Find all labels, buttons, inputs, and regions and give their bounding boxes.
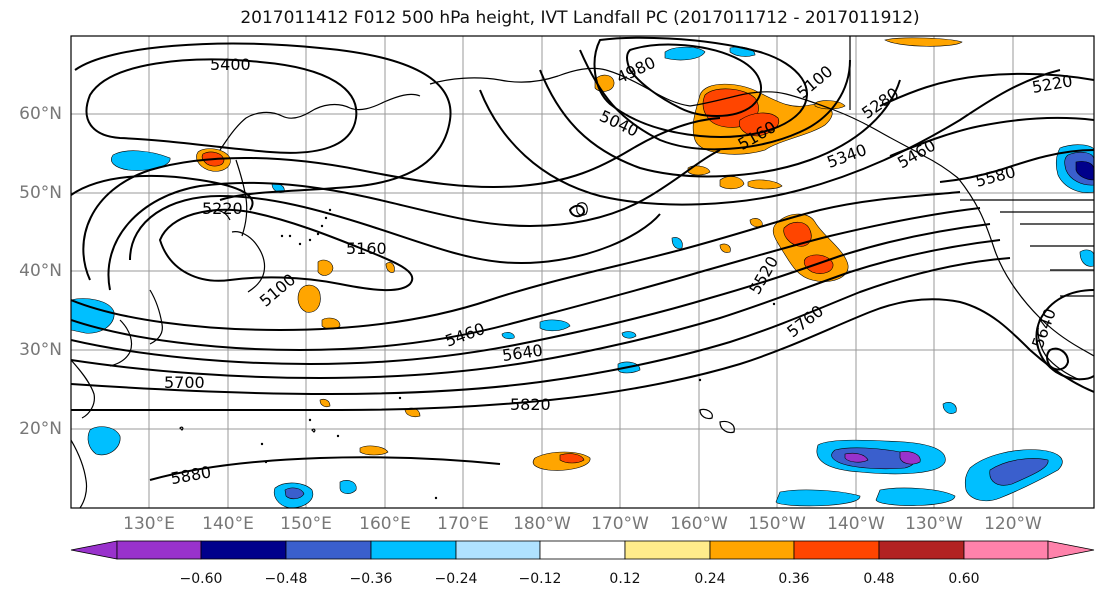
lat-label: 50°N xyxy=(19,183,62,203)
colorbar-tick-label: 0.60 xyxy=(948,571,980,587)
colorbar-max-extend xyxy=(1047,540,1095,560)
lat-label: 60°N xyxy=(19,104,62,124)
contour-label: 5400 xyxy=(210,55,251,74)
colorbar-tick-label: −0.24 xyxy=(434,571,478,587)
map-panel xyxy=(71,36,1094,508)
lon-label: 140°E xyxy=(202,514,254,534)
lon-label: 170°W xyxy=(591,514,649,534)
colorbar-tick-label: −0.48 xyxy=(264,571,308,587)
contour-label: 5820 xyxy=(510,395,551,414)
colorbar-bin xyxy=(116,540,202,560)
lon-label: 120°W xyxy=(984,514,1042,534)
ivt-negative-shading xyxy=(71,46,1094,508)
colorbar-tick-label: 0.12 xyxy=(609,571,641,587)
map-title: 2017011412 F012 500 hPa height, IVT Land… xyxy=(240,8,920,28)
lat-label: 30°N xyxy=(19,340,62,360)
colorbar xyxy=(70,540,1095,560)
map-frame xyxy=(70,35,1095,509)
colorbar-bin xyxy=(963,540,1049,560)
colorbar-bin xyxy=(285,540,372,560)
contour-label: 5160 xyxy=(346,239,387,258)
lon-label: 140°W xyxy=(827,514,885,534)
colorbar-tick-label: 0.24 xyxy=(694,571,726,587)
lat-label: 40°N xyxy=(19,261,62,281)
lon-label: 160°W xyxy=(670,514,728,534)
lon-label: 160°E xyxy=(359,514,411,534)
colorbar-bin xyxy=(370,540,457,560)
colorbar-tick-label: −0.12 xyxy=(518,571,562,587)
colorbar-bin xyxy=(624,540,711,560)
lon-label: 170°E xyxy=(437,514,489,534)
lon-label: 130°W xyxy=(905,514,963,534)
colorbar-tick-label: −0.60 xyxy=(179,571,223,587)
colorbar-bin xyxy=(878,540,965,560)
colorbar-bin xyxy=(539,540,626,560)
lon-label: 130°E xyxy=(123,514,175,534)
contour-label: 5700 xyxy=(164,373,205,392)
colorbar-tick-label: 0.48 xyxy=(863,571,895,587)
lat-label: 20°N xyxy=(19,419,62,439)
colorbar-bin xyxy=(200,540,287,560)
lon-label: 150°W xyxy=(748,514,806,534)
colorbar-tick-label: −0.36 xyxy=(349,571,393,587)
lon-label: 180°W xyxy=(513,514,571,534)
colorbar-bin xyxy=(709,540,795,560)
colorbar-bin xyxy=(793,540,880,560)
colorbar-bin xyxy=(455,540,541,560)
height-contours xyxy=(71,36,1094,481)
lon-label: 150°E xyxy=(280,514,332,534)
colorbar-tick-label: 0.36 xyxy=(778,571,810,587)
colorbar-min-extend xyxy=(70,540,118,560)
contour-label: 5220 xyxy=(202,199,243,218)
